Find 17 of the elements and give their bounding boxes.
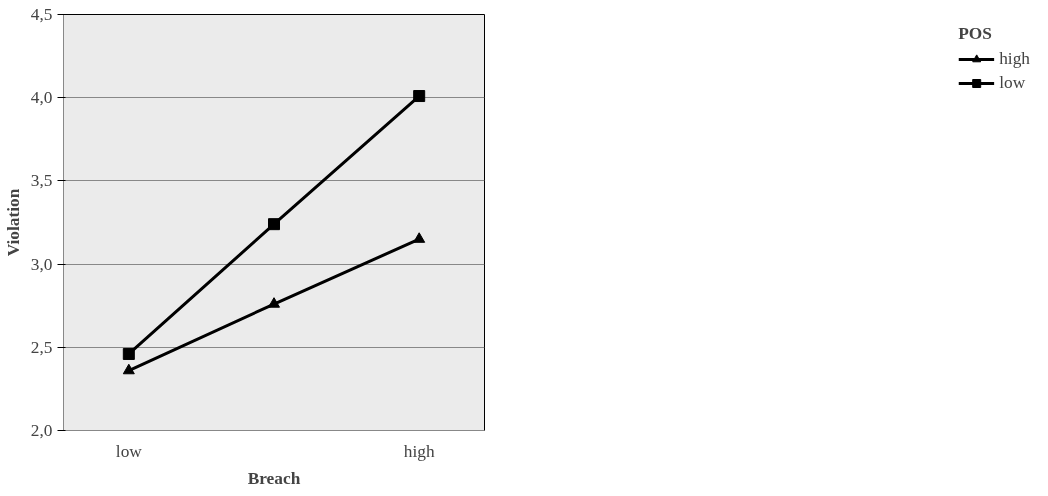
x-axis-title: Breach xyxy=(247,468,301,488)
y-tick-label: 3,0 xyxy=(30,254,53,274)
legend-label: low xyxy=(999,73,1026,93)
legend-label: high xyxy=(999,49,1030,69)
y-tick-label: 3,5 xyxy=(30,171,53,191)
point xyxy=(268,218,280,231)
point xyxy=(122,347,135,360)
legend-title: POS xyxy=(958,24,993,44)
y-axis-title: Violation xyxy=(3,188,23,257)
point xyxy=(122,363,135,375)
point xyxy=(413,90,426,103)
point xyxy=(268,297,280,308)
y-tick-label: 2,5 xyxy=(30,337,53,357)
y-tick-label: 2,0 xyxy=(30,421,53,440)
y-tick-label: 4,0 xyxy=(30,88,53,108)
y-tick-label: 4,5 xyxy=(30,5,53,24)
point xyxy=(413,232,426,243)
